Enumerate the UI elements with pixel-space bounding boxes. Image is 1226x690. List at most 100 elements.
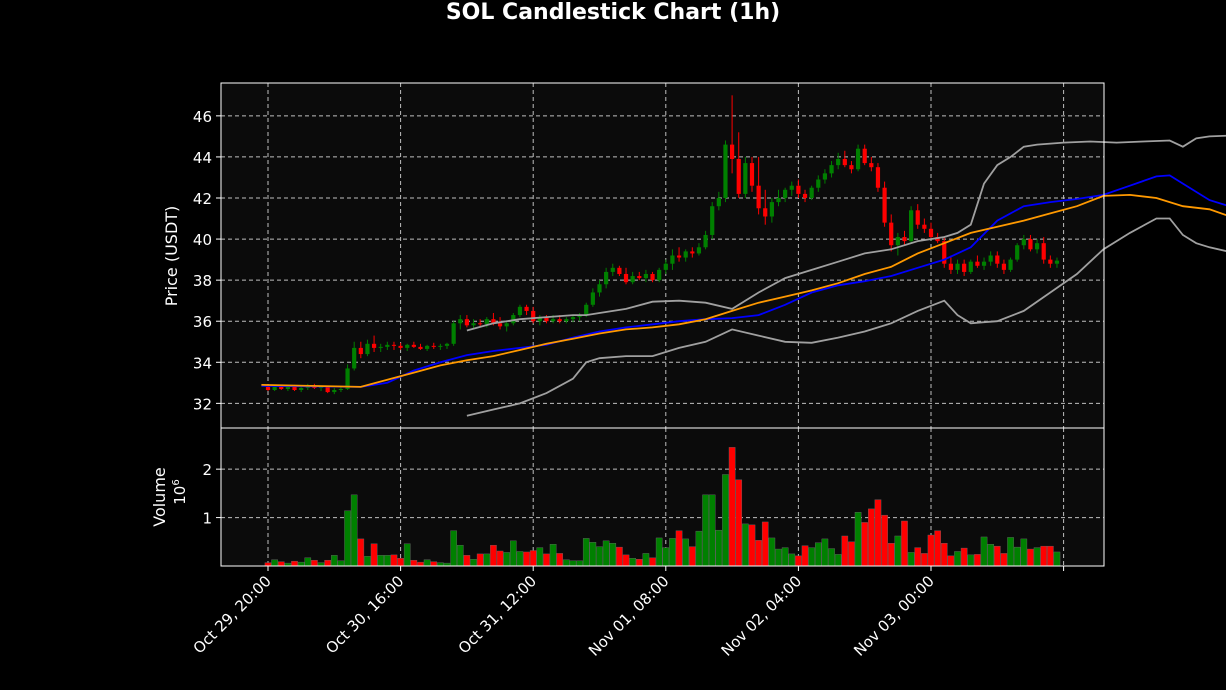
volume-bar bbox=[954, 551, 961, 567]
candle-body bbox=[491, 319, 496, 324]
volume-bar bbox=[768, 537, 776, 567]
volume-bar bbox=[582, 538, 590, 567]
candle-body bbox=[345, 368, 350, 389]
candle-body bbox=[783, 189, 788, 198]
volume-bar bbox=[403, 543, 411, 567]
volume-bar bbox=[987, 544, 994, 567]
candle-body bbox=[749, 163, 755, 186]
volume-bar bbox=[317, 562, 325, 567]
volume-bar bbox=[848, 541, 855, 567]
indicator-line bbox=[261, 174, 1226, 388]
candle-body bbox=[670, 255, 675, 264]
volume-bar bbox=[669, 538, 676, 567]
candle-body bbox=[948, 263, 953, 270]
candle-body bbox=[730, 144, 735, 159]
candle-body bbox=[849, 165, 854, 170]
volume-bar bbox=[377, 555, 385, 567]
candle-body bbox=[763, 208, 768, 217]
candle-body bbox=[1034, 243, 1040, 250]
volume-bar bbox=[589, 542, 597, 567]
volume-bar bbox=[868, 508, 875, 567]
candle-body bbox=[1028, 239, 1033, 250]
volume-bar bbox=[476, 553, 484, 567]
volume-bar bbox=[523, 551, 530, 567]
volume-bar bbox=[914, 547, 922, 567]
volume-bar bbox=[788, 553, 796, 567]
candle-body bbox=[690, 251, 695, 254]
candle-body bbox=[537, 317, 542, 322]
y-tick-label: 40 bbox=[193, 231, 212, 249]
candle-body bbox=[889, 222, 894, 246]
x-tick-label: Oct 31, 12:00 bbox=[455, 572, 540, 657]
candle-body bbox=[643, 273, 649, 279]
candle-body bbox=[902, 237, 907, 242]
x-tick-label: Nov 02, 04:00 bbox=[718, 572, 806, 660]
candle-body bbox=[676, 255, 682, 258]
candle-body bbox=[292, 386, 297, 391]
volume-bar bbox=[569, 560, 577, 567]
candle-body bbox=[597, 284, 602, 293]
candle-body bbox=[855, 148, 861, 170]
volume-bar bbox=[642, 553, 650, 567]
volume-bar bbox=[921, 553, 928, 567]
volume-bar bbox=[496, 550, 504, 567]
candle-body bbox=[299, 387, 304, 391]
volume-bar bbox=[874, 499, 882, 567]
volume-bar bbox=[364, 556, 371, 567]
candle-body bbox=[517, 306, 523, 316]
candle-body bbox=[590, 292, 595, 305]
candle-body bbox=[723, 144, 728, 198]
volume-bar bbox=[781, 547, 789, 567]
candle-body bbox=[981, 261, 987, 266]
volume-bar bbox=[350, 494, 358, 567]
volume-bar bbox=[682, 538, 689, 567]
volume-bar bbox=[596, 546, 603, 567]
candle-body bbox=[398, 345, 403, 348]
candle-body bbox=[716, 198, 721, 207]
candle-body bbox=[332, 390, 337, 393]
candle-body bbox=[405, 344, 410, 348]
volume-bar bbox=[437, 562, 444, 567]
candle-body bbox=[836, 158, 841, 166]
volume-panel-background bbox=[221, 428, 1104, 566]
volume-bar bbox=[503, 552, 510, 567]
indicator-line bbox=[466, 217, 1226, 417]
volume-bar bbox=[264, 562, 272, 567]
volume-bar bbox=[761, 521, 769, 567]
volume-bar bbox=[967, 554, 975, 567]
volume-bar bbox=[1000, 553, 1008, 567]
volume-bar bbox=[311, 559, 318, 567]
candle-body bbox=[279, 386, 284, 389]
candle-body bbox=[358, 347, 363, 355]
candle-body bbox=[365, 343, 370, 355]
candle-body bbox=[696, 247, 702, 254]
volume-tick-label: 2 bbox=[202, 461, 212, 479]
x-tick-label: Oct 30, 16:00 bbox=[322, 572, 407, 657]
candle-body bbox=[550, 319, 556, 322]
candle-body bbox=[418, 346, 423, 349]
candle-body bbox=[378, 346, 383, 348]
volume-bar bbox=[1013, 546, 1021, 567]
candle-body bbox=[796, 185, 801, 194]
volume-bar bbox=[556, 553, 564, 567]
candle-body bbox=[1015, 245, 1020, 260]
volume-bar bbox=[1040, 545, 1048, 567]
candle-body bbox=[736, 158, 741, 194]
candle-body bbox=[338, 388, 344, 391]
volume-bar bbox=[277, 561, 285, 567]
candle-body bbox=[842, 158, 847, 166]
candle-body bbox=[285, 386, 290, 389]
candle-body bbox=[869, 163, 874, 168]
volume-bar bbox=[324, 559, 331, 567]
candle-body bbox=[511, 315, 516, 324]
volume-panel-frame bbox=[220, 427, 1105, 567]
candle-body bbox=[769, 202, 774, 217]
y-tick-label: 36 bbox=[193, 313, 212, 331]
volume-bar bbox=[927, 534, 935, 567]
candle-body bbox=[995, 255, 1000, 264]
volume-bar bbox=[417, 561, 424, 567]
volume-bar bbox=[894, 535, 902, 567]
y-tick-label: 34 bbox=[193, 354, 212, 372]
candle-body bbox=[411, 344, 416, 347]
